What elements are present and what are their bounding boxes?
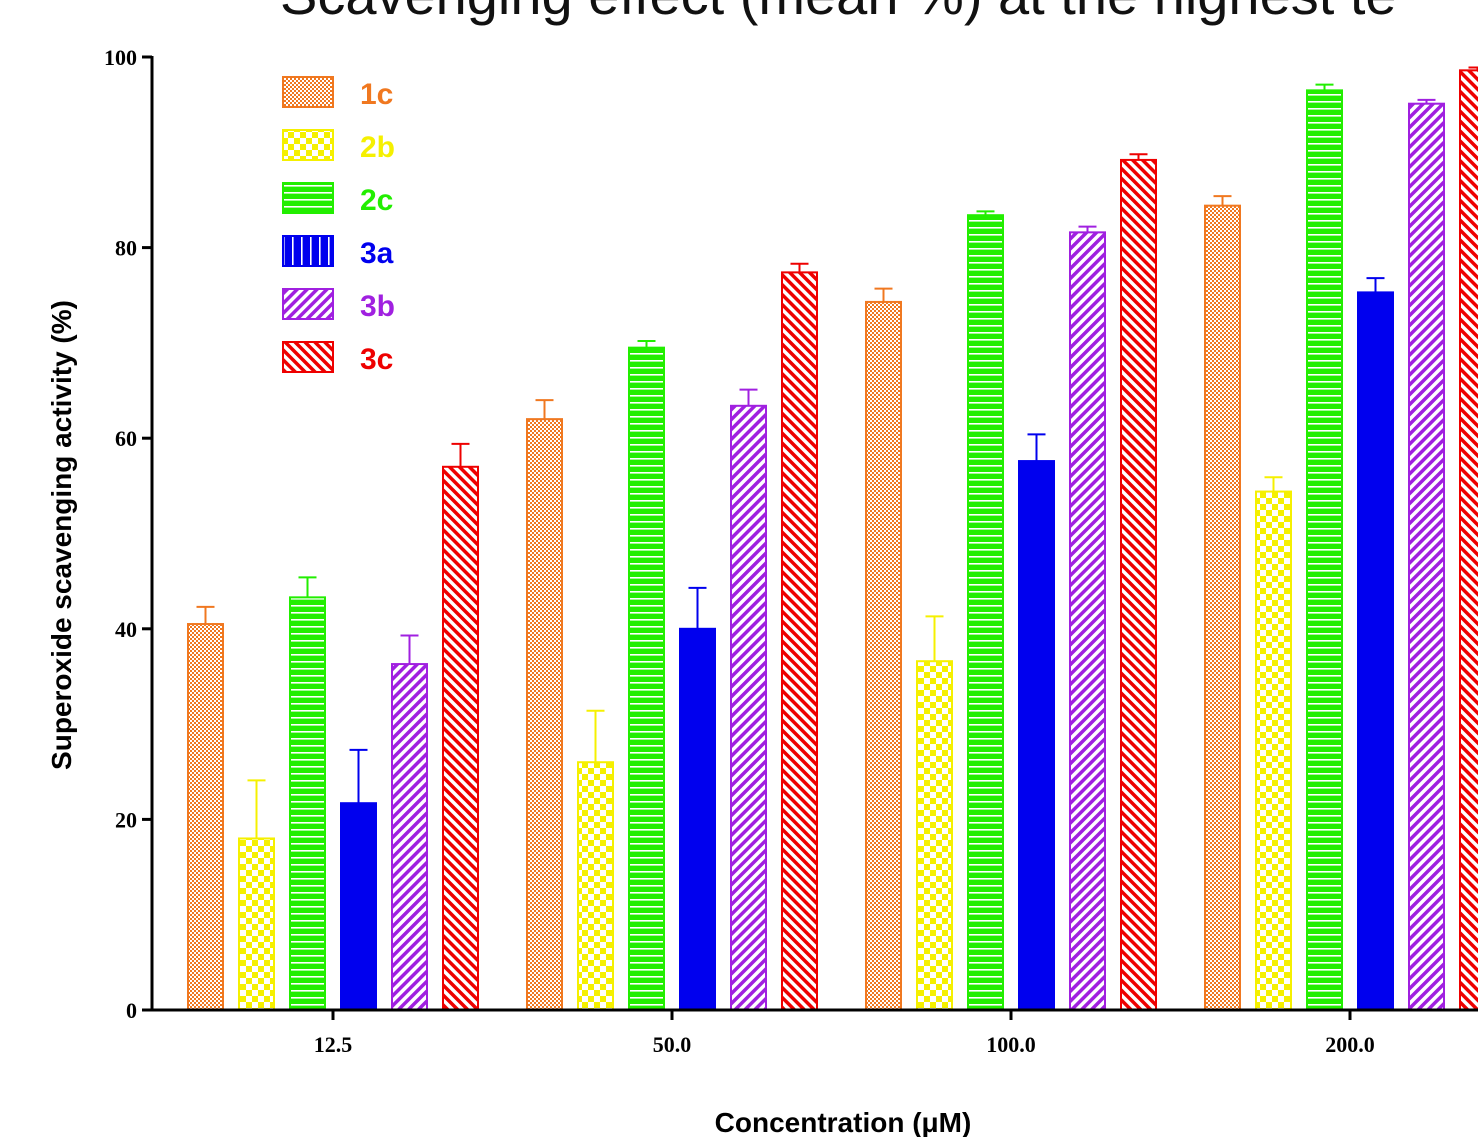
error-bar (298, 576, 317, 598)
x-tick-label: 12.5 (314, 1032, 353, 1057)
bar-1c (865, 300, 902, 1011)
x-tick-label: 200.0 (1325, 1032, 1375, 1057)
error-bar (451, 442, 470, 467)
bar-2b (577, 761, 614, 1011)
bar-3b (730, 404, 767, 1012)
y-tick-label: 20 (115, 807, 137, 832)
bar-2b (916, 660, 953, 1012)
bar-2c (289, 596, 326, 1011)
y-axis-label: Superoxide scavenging activity (%) (46, 300, 77, 770)
error-bar (586, 709, 605, 763)
bar-2c (1306, 89, 1343, 1012)
error-bar (925, 615, 944, 662)
bar-1c (1204, 204, 1241, 1011)
bar-1c (187, 623, 224, 1011)
legend-item: 3b (282, 288, 395, 323)
bar-1c (526, 418, 563, 1011)
error-bar (196, 605, 215, 625)
error-bar (400, 634, 419, 665)
legend: 1c 2b 2c 3a 3b 3c (282, 76, 395, 376)
error-bar (1366, 277, 1385, 293)
error-bar (1213, 195, 1232, 206)
legend-label: 1c (360, 78, 393, 111)
legend-swatch (282, 182, 334, 214)
bar-3c (781, 271, 818, 1011)
legend-swatch (282, 341, 334, 373)
legend-swatch (282, 288, 334, 320)
legend-item: 2b (282, 129, 395, 164)
x-axis-label: Concentration (μM) (715, 1107, 972, 1137)
error-bar (790, 262, 809, 273)
legend-label: 2b (360, 131, 395, 164)
y-tick-label: 40 (115, 617, 137, 642)
y-tick-label: 100 (104, 45, 137, 70)
bar-3c (1459, 69, 1478, 1012)
legend-item: 1c (282, 76, 393, 111)
legend-swatch (282, 129, 334, 161)
bar-2c (628, 346, 665, 1012)
legend-swatch (282, 76, 334, 108)
x-tick-label: 50.0 (653, 1032, 692, 1057)
bar-3a (679, 627, 716, 1011)
bar-3c (442, 465, 479, 1012)
y-tick-label: 0 (126, 998, 137, 1023)
y-tick-label: 60 (115, 426, 137, 451)
bar-2b (1255, 490, 1292, 1011)
x-tick-label: 100.0 (986, 1032, 1036, 1057)
error-bar (247, 779, 266, 839)
legend-item: 3c (282, 341, 393, 376)
error-bar (349, 748, 368, 804)
legend-label: 3b (360, 290, 395, 323)
bar-3b (1408, 102, 1445, 1011)
legend-swatch (282, 235, 334, 267)
y-tick-label: 80 (115, 236, 137, 261)
legend-label: 3c (360, 343, 393, 376)
legend-item: 3a (282, 235, 394, 270)
error-bar (739, 388, 758, 406)
error-bar (874, 287, 893, 302)
chart-title: Scavenging effect (mean %) at the highes… (280, 0, 1397, 26)
error-bar (637, 339, 656, 348)
legend-item: 2c (282, 182, 393, 217)
bar-3a (340, 802, 377, 1011)
error-bar (688, 586, 707, 629)
legend-label: 2c (360, 184, 393, 217)
error-bar (535, 399, 554, 420)
legend-label: 3a (360, 237, 394, 270)
bar-3b (391, 663, 428, 1011)
bar-2c (967, 214, 1004, 1011)
bar-2b (238, 837, 275, 1012)
error-bar (1027, 433, 1046, 462)
plot-area: 0 20 40 60 80 100 12.5 50.0 100.0 200.0 (104, 45, 1478, 1057)
bar-3a (1018, 460, 1055, 1011)
bar-3a (1357, 291, 1394, 1011)
bar-3b (1069, 231, 1106, 1012)
error-bar (1264, 476, 1283, 492)
bar-3c (1120, 158, 1157, 1011)
